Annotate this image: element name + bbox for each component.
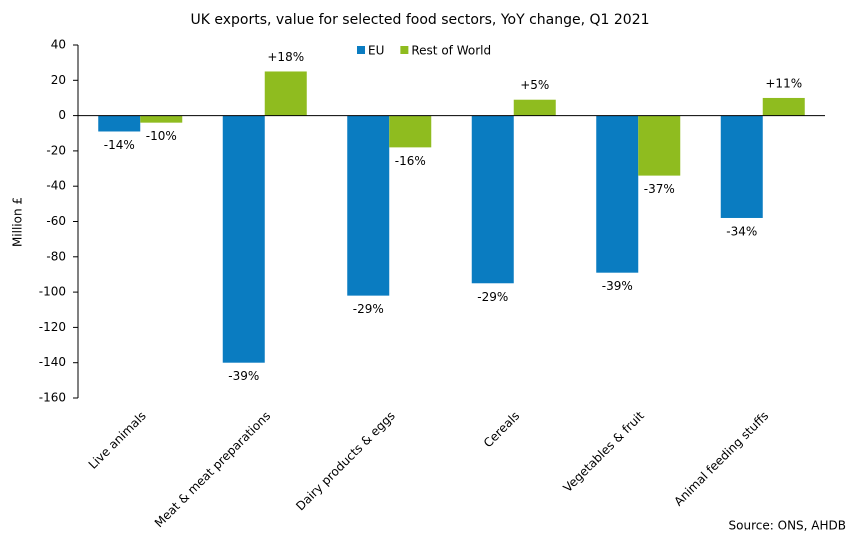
- bar: [389, 115, 432, 148]
- legend-label: Rest of World: [411, 44, 491, 58]
- y-tick-label: -60: [46, 214, 66, 228]
- data-label: -29%: [477, 290, 508, 304]
- bar: [471, 115, 514, 284]
- y-tick-label: 20: [51, 73, 66, 87]
- data-label: -39%: [228, 369, 259, 383]
- y-tick-label: 40: [51, 38, 66, 52]
- bar: [513, 99, 556, 116]
- y-tick-label: -120: [39, 320, 66, 334]
- x-tick-label: Live animals: [86, 409, 149, 472]
- bar: [638, 115, 681, 176]
- y-tick-label: -80: [46, 249, 66, 263]
- y-tick-label: -160: [39, 391, 66, 405]
- x-tick-label: Dairy products & eggs: [293, 409, 398, 514]
- bar: [596, 115, 639, 273]
- chart-title: UK exports, value for selected food sect…: [190, 12, 649, 28]
- data-label: +5%: [520, 78, 549, 92]
- bar: [98, 115, 141, 132]
- bar: [347, 115, 390, 296]
- y-tick-label: -40: [46, 179, 66, 193]
- data-label: -14%: [104, 138, 135, 152]
- data-label: -34%: [726, 224, 757, 238]
- y-tick-label: -100: [39, 285, 66, 299]
- data-label: -16%: [395, 154, 426, 168]
- data-label: -29%: [353, 302, 384, 316]
- legend-swatch: [400, 46, 409, 54]
- bar: [264, 71, 307, 116]
- y-axis-title: Million £: [11, 197, 25, 247]
- data-label: +11%: [765, 76, 802, 90]
- data-label: +18%: [267, 50, 304, 64]
- x-tick-label: Animal feeding stuffs: [671, 409, 771, 509]
- x-tick-label: Cereals: [481, 409, 523, 451]
- bar: [222, 115, 265, 363]
- bar: [140, 115, 183, 123]
- data-label: -39%: [602, 279, 633, 293]
- bar: [762, 97, 805, 116]
- y-tick-label: -20: [46, 143, 66, 157]
- bar: [720, 115, 763, 218]
- data-label: -37%: [644, 182, 675, 196]
- legend-label: EU: [368, 44, 384, 58]
- source-note: Source: ONS, AHDB: [729, 519, 846, 533]
- y-tick-label: 0: [58, 108, 66, 122]
- data-label: -10%: [146, 129, 177, 143]
- legend-swatch: [357, 46, 365, 54]
- x-tick-label: Vegetables & fruit: [561, 408, 648, 495]
- y-tick-label: -140: [39, 355, 66, 369]
- x-tick-label: Meat & meat preparations: [152, 409, 274, 531]
